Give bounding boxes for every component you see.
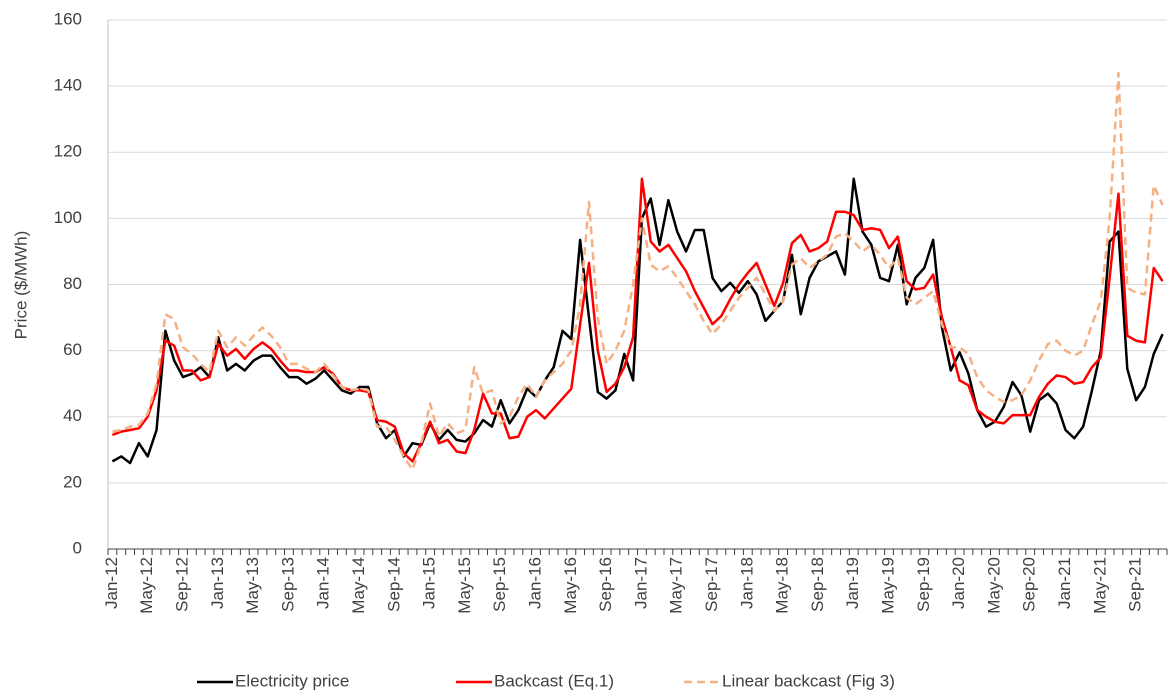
y-tick-label: 80: [63, 274, 82, 293]
x-tick-label: May-21: [1090, 557, 1109, 614]
x-tick-label: Sep-17: [702, 557, 721, 612]
y-tick-label: 20: [63, 472, 82, 491]
x-tick-label: Jan-14: [314, 557, 333, 609]
x-tick-label: Sep-13: [278, 557, 297, 612]
y-tick-label: 120: [54, 142, 82, 161]
legend-label: Linear backcast (Fig 3): [722, 671, 895, 690]
x-tick-label: Sep-16: [596, 557, 615, 612]
x-tick-label: May-14: [349, 557, 368, 614]
x-tick-label: May-18: [773, 557, 792, 614]
x-tick-label: Jan-21: [1055, 557, 1074, 609]
x-tick-label: May-13: [243, 557, 262, 614]
y-tick-label: 100: [54, 208, 82, 227]
y-tick-label: 40: [63, 406, 82, 425]
x-tick-label: Jan-16: [525, 557, 544, 609]
y-tick-label: 0: [73, 538, 82, 557]
legend-label: Electricity price: [235, 671, 349, 690]
x-tick-label: Jan-12: [102, 557, 121, 609]
x-tick-label: Jan-15: [420, 557, 439, 609]
x-tick-label: Sep-19: [914, 557, 933, 612]
x-tick-label: Jan-18: [737, 557, 756, 609]
x-tick-label: Sep-20: [1020, 557, 1039, 612]
x-tick-label: May-15: [455, 557, 474, 614]
x-tick-label: May-12: [137, 557, 156, 614]
x-tick-label: Sep-14: [384, 557, 403, 612]
line-series: [112, 71, 1164, 471]
x-tick-label: May-17: [667, 557, 686, 614]
x-tick-label: Sep-12: [172, 557, 191, 612]
y-tick-label: 140: [54, 76, 82, 95]
y-axis-label: Price ($/MWh): [11, 231, 30, 340]
legend-label: Backcast (Eq.1): [494, 671, 614, 690]
x-tick-label: Sep-21: [1126, 557, 1145, 612]
y-tick-label: 60: [63, 340, 82, 359]
line-series: [111, 177, 1164, 465]
x-tick-label: May-16: [561, 557, 580, 614]
x-tick-label: May-19: [878, 557, 897, 614]
x-tick-label: Sep-15: [490, 557, 509, 612]
x-tick-label: Jan-17: [631, 557, 650, 609]
x-tick-label: May-20: [984, 557, 1003, 614]
x-tick-label: Jan-20: [949, 557, 968, 609]
y-tick-label: 160: [54, 9, 82, 28]
x-tick-label: Jan-19: [843, 557, 862, 609]
x-tick-label: Sep-18: [808, 557, 827, 612]
x-tick-label: Jan-13: [208, 557, 227, 609]
